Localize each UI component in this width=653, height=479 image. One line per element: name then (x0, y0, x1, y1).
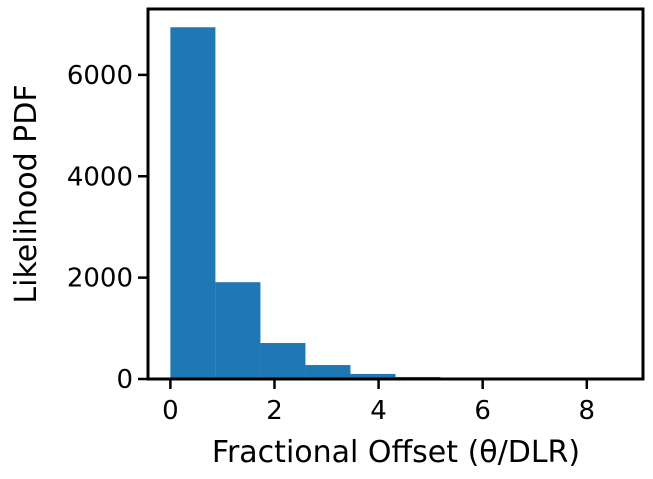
plot-frame (146, 7, 645, 381)
bar (215, 282, 261, 379)
bar (305, 365, 351, 379)
x-tick-label: 4 (370, 396, 387, 426)
bar (350, 373, 396, 379)
y-tick-label: 0 (116, 365, 133, 395)
x-tick-label: 8 (579, 396, 596, 426)
bar (260, 343, 306, 379)
x-tick-label: 0 (162, 396, 179, 426)
y-tick-label: 6000 (67, 61, 133, 91)
x-tick-label: 2 (266, 396, 283, 426)
x-tick-label: 6 (474, 396, 491, 426)
y-tick-label: 4000 (67, 162, 133, 192)
x-axis-label: Fractional Offset (θ/DLR) (212, 435, 580, 470)
y-tick-label: 2000 (67, 264, 133, 294)
y-axis-label: Likelihood PDF (9, 84, 44, 303)
bar (170, 27, 216, 379)
